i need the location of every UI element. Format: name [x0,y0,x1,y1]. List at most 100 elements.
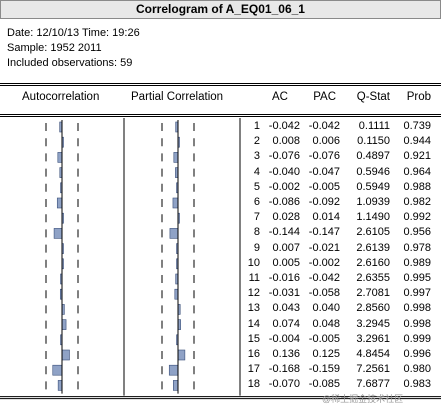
pac-bar-lag-3 [173,152,179,163]
row-10-lag: 10 [247,256,260,269]
row-17-prob: 0.980 [403,363,431,376]
row-5-prob: 0.988 [403,180,431,193]
observations-line: Included observations: 59 [7,57,133,69]
row-18-prob: 0.983 [403,378,431,391]
prob-header: Prob [406,91,431,103]
row-13-ac: 0.043 [272,302,300,315]
row-9-prob: 0.978 [403,241,431,254]
row-10-prob: 0.989 [403,256,431,269]
row-3-q: 0.4897 [356,150,390,163]
sample-line: Sample: 1952 2011 [7,42,102,54]
row-17-pac: -0.159 [308,363,340,376]
row-18-pac: -0.085 [308,378,340,391]
window-title: Correlogram of A_EQ01_06_1 [136,2,305,16]
row-6-ac: -0.086 [268,196,300,208]
row-2-ac: 0.008 [272,135,300,148]
row-5-ac: -0.002 [268,180,300,193]
row-15-lag: 15 [247,332,260,345]
row-6-pac: -0.092 [308,196,340,208]
row-6-lag: 6 [253,196,260,208]
row-12-q: 2.7081 [356,287,390,300]
row-12-ac: -0.031 [268,287,300,300]
row-16-q: 4.8454 [356,348,390,360]
row-13-lag: 13 [247,302,260,315]
row-15-pac: -0.005 [308,332,340,345]
row-12-prob: 0.997 [403,287,431,300]
row-1-lag: 1 [253,120,260,132]
row-7-q: 1.1490 [356,211,390,224]
row-11-pac: -0.042 [308,272,340,284]
row-18-ac: -0.070 [268,378,300,391]
qstat-header: Q-Stat [356,91,390,103]
row-18-q: 7.6877 [356,378,390,391]
row-16-prob: 0.996 [403,348,431,360]
pac-bar-lag-18 [173,380,179,391]
row-6-q: 1.0939 [356,196,390,208]
row-5-pac: -0.005 [308,180,340,193]
row-13-q: 2.8560 [356,302,390,315]
ac-bar-lag-6 [56,197,63,209]
ac-bar-lag-17 [52,364,63,376]
window-title-bar[interactable]: Correlogram of A_EQ01_06_1 [0,0,441,19]
row-4-q: 0.5946 [356,165,390,178]
row-9-ac: 0.007 [272,241,300,254]
row-15-ac: -0.004 [268,332,300,345]
pac-bar-lag-16 [177,349,186,361]
row-2-prob: 0.944 [403,135,431,148]
row-9-lag: 9 [253,241,260,254]
row-2-q: 0.1150 [357,135,390,148]
row-12-lag: 12 [247,287,260,300]
ac-bar-lag-16 [61,349,70,361]
header-bottom-rule-2 [0,116,441,117]
row-6-prob: 0.982 [403,196,431,208]
row-13-pac: 0.040 [312,302,340,315]
row-4-pac: -0.047 [308,165,340,178]
row-18-lag: 18 [247,378,260,391]
row-7-pac: 0.014 [312,211,340,224]
row-8-ac: -0.144 [268,226,300,239]
row-8-pac: -0.147 [308,226,340,239]
autocorrelation-header: Autocorrelation [22,91,100,103]
row-17-lag: 17 [247,363,260,376]
row-7-prob: 0.992 [403,211,431,224]
row-9-q: 2.6139 [356,241,390,254]
row-5-q: 0.5949 [356,180,390,193]
date-time-line: Date: 12/10/13 Time: 19:26 [7,27,140,39]
ac-bar-lag-3 [57,152,63,163]
row-17-q: 7.2561 [356,363,390,376]
row-17-ac: -0.168 [268,363,300,376]
row-8-q: 2.6105 [356,226,390,239]
row-3-pac: -0.076 [308,150,340,163]
row-8-lag: 8 [253,226,260,239]
row-11-lag: 11 [248,272,260,284]
header-top-rule-2 [0,85,441,86]
row-14-lag: 14 [247,317,260,330]
row-4-lag: 4 [253,165,260,178]
row-13-prob: 0.998 [403,302,431,315]
row-3-ac: -0.076 [268,150,300,163]
pac-bar-lag-6 [172,197,179,209]
row-7-lag: 7 [253,211,260,224]
row-3-lag: 3 [253,150,260,163]
row-15-prob: 0.999 [403,332,431,345]
row-5-lag: 5 [253,180,260,193]
row-8-prob: 0.956 [403,226,431,239]
ac-bar-lag-18 [57,380,63,391]
row-14-prob: 0.998 [403,317,431,330]
row-14-pac: 0.048 [312,317,340,330]
watermark: @稀土掘金技术社区 [322,394,404,404]
row-1-q: 0.1111 [358,120,390,132]
row-1-prob: 0.739 [403,120,431,132]
header-bottom-rule [0,114,441,115]
row-11-q: 2.6355 [356,272,390,284]
row-11-prob: 0.995 [403,272,431,284]
pac-header: PAC [313,91,336,103]
row-7-ac: 0.028 [272,211,300,224]
row-2-pac: 0.006 [312,135,340,148]
row-14-ac: 0.074 [272,317,300,330]
row-15-q: 3.2961 [356,332,390,345]
pac-bar-lag-17 [168,364,179,376]
header-top-rule [0,83,441,84]
row-10-pac: -0.002 [308,256,340,269]
row-1-pac: -0.042 [308,120,340,132]
